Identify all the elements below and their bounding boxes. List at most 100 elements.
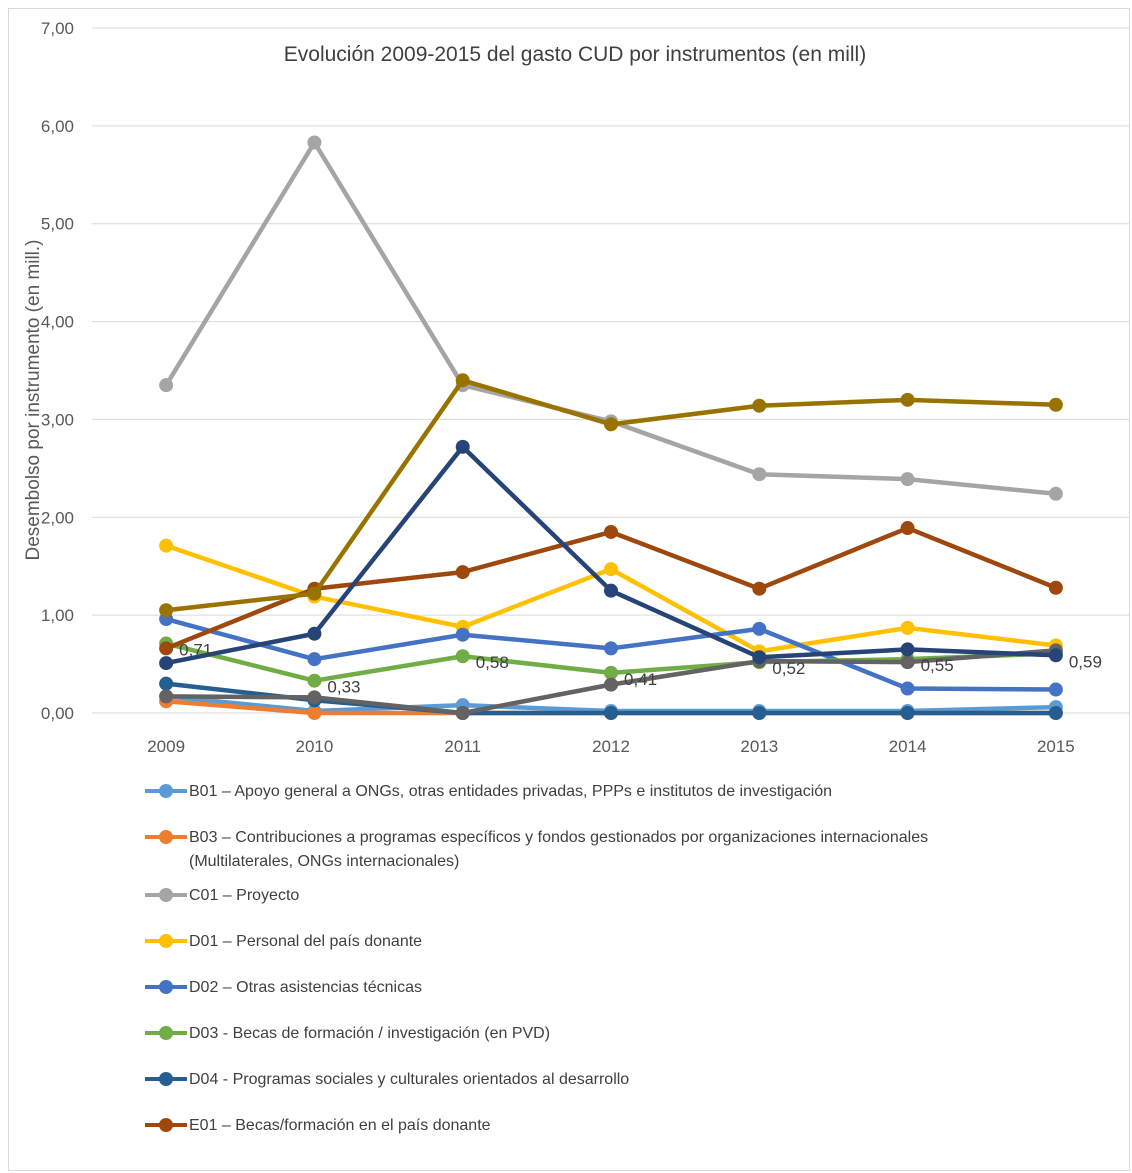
data-point	[159, 538, 174, 553]
legend-label: C01 – Proyecto	[189, 887, 300, 904]
data-point	[752, 581, 767, 596]
data-point	[159, 689, 174, 704]
data-point	[307, 652, 322, 667]
data-point	[900, 642, 915, 657]
data-point	[900, 392, 915, 407]
legend-label: D03 - Becas de formación / investigación…	[189, 1025, 551, 1042]
data-label: 0,59	[1069, 652, 1102, 671]
series-line	[163, 140, 1059, 497]
data-point	[159, 378, 174, 393]
legend-item: E01 – Becas/formación en el país donante	[145, 1114, 1029, 1138]
legend-label: D01 – Personal del país donante	[189, 933, 423, 950]
data-point	[1048, 486, 1063, 501]
data-point	[752, 706, 767, 720]
legend-marker	[159, 934, 173, 948]
legend-label: B01 – Apoyo general a ONGs, otras entida…	[189, 783, 833, 800]
data-point	[900, 681, 915, 696]
line-chart: 0,00 1,00 2,00 3,00 4,00 5,00 6,00 7,00 2009 2010…	[23, 19, 1130, 756]
data-label: 0,55	[921, 656, 954, 675]
data-point	[1048, 682, 1063, 697]
legend-marker	[159, 1118, 173, 1132]
data-point	[455, 439, 470, 454]
data-point	[604, 417, 618, 432]
data-point	[604, 641, 618, 656]
data-point	[159, 603, 174, 618]
x-tick-label: 2013	[740, 737, 778, 756]
data-label: 0,41	[624, 670, 657, 689]
data-point	[604, 562, 618, 577]
x-tick-label: 2012	[592, 737, 630, 756]
legend-marker	[159, 1026, 173, 1040]
data-label: 0,33	[327, 678, 360, 697]
legend-marker	[159, 980, 173, 994]
legend-swatch	[145, 830, 187, 844]
chart-title: Evolución 2009-2015 del gasto CUD por in…	[284, 43, 866, 66]
data-point	[307, 586, 322, 601]
data-point	[752, 621, 767, 636]
legend-swatch	[145, 934, 187, 948]
data-point	[752, 398, 767, 413]
data-point	[455, 649, 470, 664]
x-tick-label: 2015	[1037, 737, 1075, 756]
data-point	[455, 627, 470, 642]
data-point	[752, 467, 767, 482]
legend-swatch	[145, 980, 187, 994]
data-point	[1048, 648, 1063, 663]
legend-item: B03 – Contribuciones a programas específ…	[145, 826, 1029, 874]
data-label: 0,71	[179, 641, 212, 660]
legend-swatch	[145, 1072, 187, 1086]
legend-label: B03 – Contribuciones a programas específ…	[189, 829, 929, 870]
data-point	[900, 706, 915, 720]
data-label: 0,58	[476, 653, 509, 672]
legend-label: D04 - Programas sociales y culturales or…	[189, 1071, 630, 1088]
legend-swatch	[145, 888, 187, 902]
data-point	[900, 472, 915, 487]
legend-marker	[159, 830, 173, 844]
data-label: 0,52	[772, 659, 805, 678]
data-point	[307, 673, 322, 688]
y-tick-label: 1,00	[41, 606, 74, 625]
x-tick-label: 2014	[889, 737, 927, 756]
data-point	[455, 373, 470, 388]
data-point	[1048, 706, 1063, 720]
legend-item: D02 – Otras asistencias técnicas	[145, 976, 1029, 1000]
legend-marker	[159, 784, 173, 798]
data-point	[900, 620, 915, 635]
legend-item: D01 – Personal del país donante	[145, 930, 1029, 954]
data-point	[455, 706, 470, 720]
y-tick-label: 5,00	[41, 215, 74, 234]
data-point	[900, 655, 915, 670]
x-tick-label: 2010	[296, 737, 334, 756]
legend-marker	[159, 888, 173, 902]
y-tick-label: 0,00	[41, 704, 74, 723]
data-point	[604, 706, 618, 720]
chart-frame	[8, 8, 1130, 1171]
data-point	[307, 706, 322, 720]
legend-swatch	[145, 1026, 187, 1040]
x-tick-label: 2009	[147, 737, 185, 756]
data-point	[604, 665, 618, 680]
y-tick-label: 4,00	[41, 313, 74, 332]
legend-item: C01 – Proyecto	[145, 884, 1029, 908]
data-point	[307, 135, 322, 150]
data-point	[159, 641, 174, 656]
data-point	[604, 524, 618, 539]
legend-swatch	[145, 1118, 187, 1132]
data-point	[307, 626, 322, 641]
data-point	[752, 650, 767, 665]
legend-item: B01 – Apoyo general a ONGs, otras entida…	[145, 780, 1029, 804]
data-point	[159, 676, 174, 691]
data-point	[900, 521, 915, 536]
x-tick-label: 2011	[444, 737, 481, 756]
y-tick-label: 7,00	[41, 19, 74, 38]
y-tick-label: 6,00	[41, 117, 74, 136]
legend-swatch	[145, 784, 187, 798]
y-axis-label: Desembolso por instrumento (en mill.)	[23, 239, 44, 560]
data-point	[307, 690, 322, 705]
y-tick-label: 2,00	[41, 508, 74, 527]
data-point	[159, 656, 174, 671]
y-tick-label: 3,00	[41, 410, 74, 429]
data-point	[1048, 397, 1063, 412]
data-point	[1048, 580, 1063, 595]
legend-item: D04 - Programas sociales y culturales or…	[145, 1068, 1029, 1092]
